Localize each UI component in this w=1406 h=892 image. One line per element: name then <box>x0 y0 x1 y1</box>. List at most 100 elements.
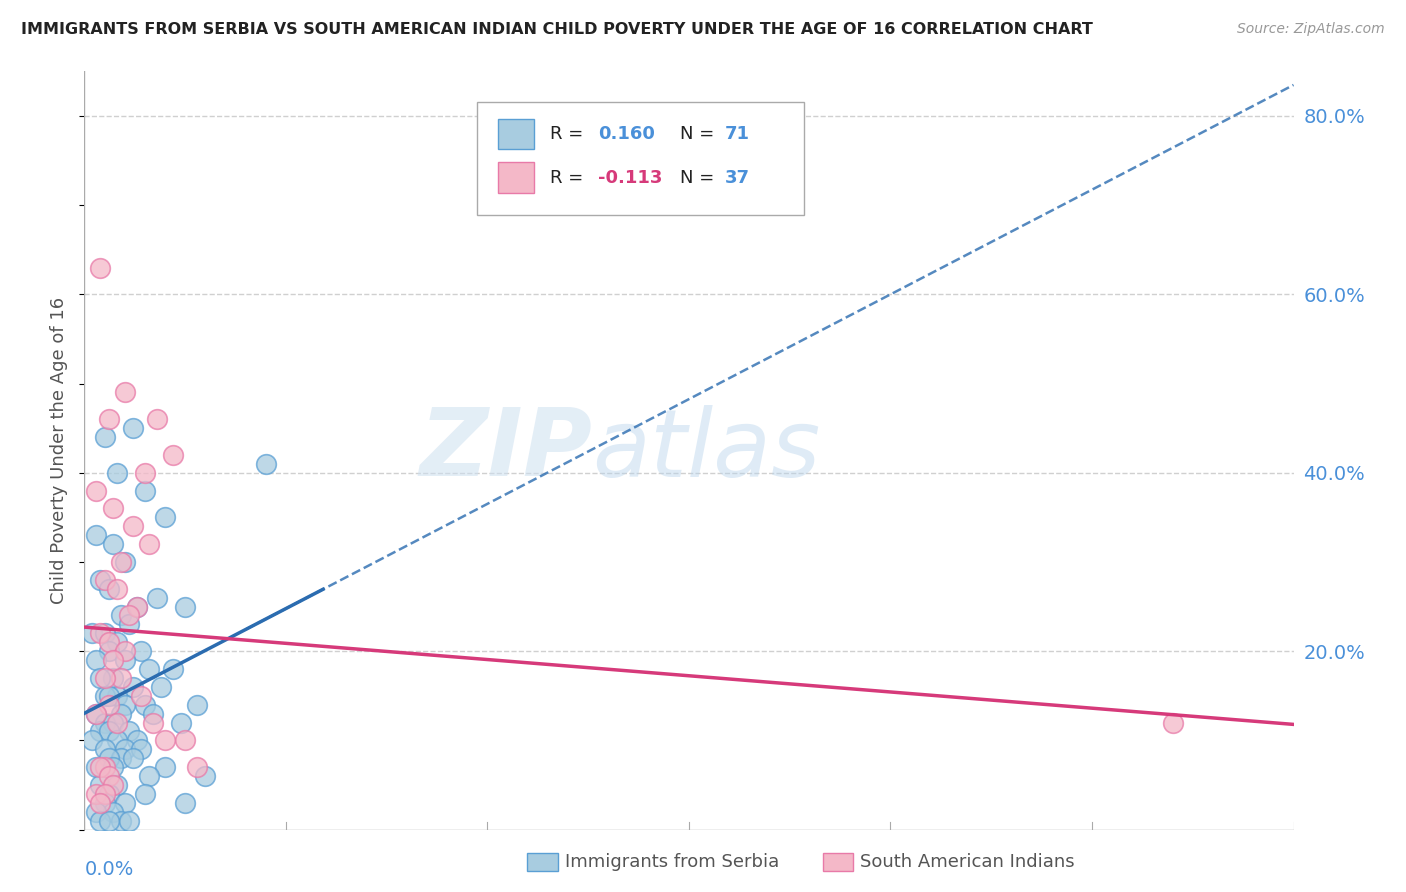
Point <box>101 778 124 792</box>
Point <box>89 778 111 792</box>
Point <box>129 689 152 703</box>
Point <box>153 760 176 774</box>
Point <box>146 591 169 605</box>
Text: atlas: atlas <box>592 405 821 496</box>
Point <box>114 385 136 400</box>
Point <box>97 787 120 801</box>
Point <box>93 715 115 730</box>
Point <box>114 555 136 569</box>
Point <box>101 653 124 667</box>
Text: 0.160: 0.160 <box>599 125 655 144</box>
Point <box>121 421 143 435</box>
Point <box>110 671 132 685</box>
FancyBboxPatch shape <box>498 162 534 193</box>
Point <box>105 778 128 792</box>
Point <box>89 626 111 640</box>
Point <box>97 769 120 783</box>
Point <box>125 733 148 747</box>
Point <box>93 626 115 640</box>
FancyBboxPatch shape <box>478 102 804 216</box>
Point <box>142 706 165 721</box>
Text: 37: 37 <box>725 169 751 186</box>
Text: IMMIGRANTS FROM SERBIA VS SOUTH AMERICAN INDIAN CHILD POVERTY UNDER THE AGE OF 1: IMMIGRANTS FROM SERBIA VS SOUTH AMERICAN… <box>21 22 1092 37</box>
Point <box>86 528 108 542</box>
Point <box>110 751 132 765</box>
Point <box>121 519 143 533</box>
Point <box>134 787 156 801</box>
Point <box>82 626 104 640</box>
Text: Immigrants from Serbia: Immigrants from Serbia <box>565 853 779 871</box>
FancyBboxPatch shape <box>498 120 534 150</box>
Point <box>97 412 120 426</box>
Point <box>134 698 156 712</box>
Point <box>153 733 176 747</box>
Point <box>101 537 124 551</box>
Point <box>1161 715 1184 730</box>
Point <box>170 715 193 730</box>
Point <box>93 742 115 756</box>
Point <box>138 537 160 551</box>
Text: N =: N = <box>681 169 720 186</box>
Point <box>114 698 136 712</box>
Point <box>101 501 124 516</box>
Point <box>93 760 115 774</box>
Point <box>93 787 115 801</box>
Point <box>138 662 160 676</box>
Point <box>146 412 169 426</box>
Point <box>97 644 120 658</box>
Point <box>105 582 128 596</box>
Point <box>114 653 136 667</box>
Point <box>93 573 115 587</box>
Point <box>194 769 217 783</box>
Point <box>254 457 277 471</box>
Point <box>114 644 136 658</box>
Point <box>149 680 172 694</box>
Point <box>86 706 108 721</box>
Point <box>105 466 128 480</box>
Point <box>101 671 124 685</box>
Point <box>105 715 128 730</box>
Point <box>153 510 176 524</box>
Point <box>174 796 197 810</box>
Point <box>89 671 111 685</box>
Point <box>101 805 124 819</box>
Point <box>82 733 104 747</box>
Point <box>134 466 156 480</box>
Point <box>138 769 160 783</box>
Point <box>101 715 124 730</box>
Point <box>105 635 128 649</box>
Point <box>114 742 136 756</box>
Text: R =: R = <box>550 169 589 186</box>
Text: South American Indians: South American Indians <box>860 853 1076 871</box>
Y-axis label: Child Poverty Under the Age of 16: Child Poverty Under the Age of 16 <box>51 297 69 604</box>
Text: ZIP: ZIP <box>419 404 592 497</box>
Point <box>97 582 120 596</box>
Point <box>93 671 115 685</box>
Point <box>162 448 184 462</box>
Point <box>86 653 108 667</box>
Point <box>89 260 111 275</box>
Point <box>186 760 208 774</box>
Point <box>162 662 184 676</box>
Point <box>101 760 124 774</box>
Point <box>89 814 111 828</box>
Point <box>186 698 208 712</box>
Text: R =: R = <box>550 125 589 144</box>
Point <box>89 573 111 587</box>
Point <box>174 599 197 614</box>
Text: 0.0%: 0.0% <box>84 860 134 879</box>
Point <box>86 805 108 819</box>
Point <box>93 796 115 810</box>
Point <box>97 689 120 703</box>
Point <box>118 608 141 623</box>
Point <box>134 483 156 498</box>
Point <box>97 751 120 765</box>
Point <box>142 715 165 730</box>
Point <box>114 796 136 810</box>
Point <box>89 796 111 810</box>
Point <box>110 555 132 569</box>
Point <box>105 733 128 747</box>
Point <box>129 742 152 756</box>
Text: -0.113: -0.113 <box>599 169 662 186</box>
Point <box>105 689 128 703</box>
